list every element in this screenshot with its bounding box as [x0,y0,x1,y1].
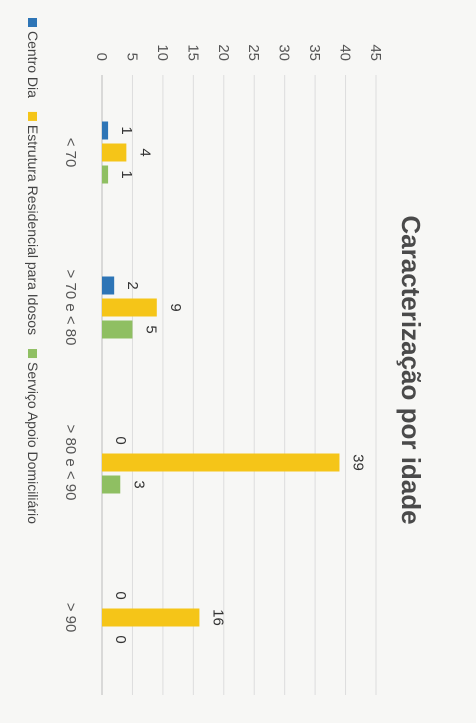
data-label: 1 [118,126,135,134]
bar-servi-o-apoio-domicili-rio [102,320,133,339]
bar-estrutura-residencial-para-idosos [102,143,127,162]
data-labels: 1 4 1 2 9 5 0 39 3 0 16 0 [112,126,366,643]
y-tick-label: 45 [367,44,384,61]
x-category-label: > 80 e < 90 [62,425,79,501]
data-label: 16 [209,609,226,626]
bars [101,121,340,627]
bar-estrutura-residencial-para-idosos [101,298,157,317]
chart-title: Caracterização por idade [396,215,426,524]
data-label: 9 [167,303,184,311]
y-tick-label: 5 [123,53,140,61]
data-label: 3 [130,480,147,488]
data-label: 4 [136,148,153,156]
data-label: 0 [112,635,129,643]
data-label: 39 [349,454,366,471]
y-tick-label: 30 [276,44,293,61]
y-tick-label: 25 [245,44,262,61]
y-tick-label: 0 [93,53,110,61]
bar-centro-dia [102,121,109,140]
legend: Centro Dia Estrutura Residencial para Ido… [25,18,41,524]
legend-label: Centro Dia [25,31,41,98]
legend-swatch-servi-o-apoio-domicili-rio [28,349,37,359]
data-label: 2 [124,281,141,289]
y-tick-label: 35 [306,44,323,61]
x-axis-categories: < 70 > 70 e < 80 > 80 e < 90 > 90 [62,138,79,633]
legend-label: Estrutura Residencial para Idosos [25,125,41,335]
y-tick-label: 10 [154,44,171,61]
bar-estrutura-residencial-para-idosos [101,608,200,627]
data-label: 0 [112,436,129,444]
bar-servi-o-apoio-domicili-rio [101,475,121,494]
x-category-label: < 70 [62,138,79,168]
legend-swatch-centro-dia [28,18,37,27]
legend-swatch-estrutura-residencial-para-idosos [28,111,37,121]
y-axis-ticks: 0 5 10 15 20 25 30 35 40 45 [93,44,384,61]
x-category-label: > 70 e < 80 [62,270,79,346]
x-category-label: > 90 [62,603,79,633]
data-label: 1 [118,170,135,178]
y-tick-label: 40 [337,44,354,61]
bar-servi-o-apoio-domicili-rio [102,165,109,184]
bar-estrutura-residencial-para-idosos [102,453,340,472]
data-label: 5 [142,325,159,333]
data-label: 0 [112,591,129,599]
legend-label: Serviço Apoio Domiciliário [25,362,41,524]
grid-lines [101,75,377,695]
bar-centro-dia [101,276,115,295]
y-tick-label: 20 [215,44,232,61]
y-tick-label: 15 [184,44,201,61]
